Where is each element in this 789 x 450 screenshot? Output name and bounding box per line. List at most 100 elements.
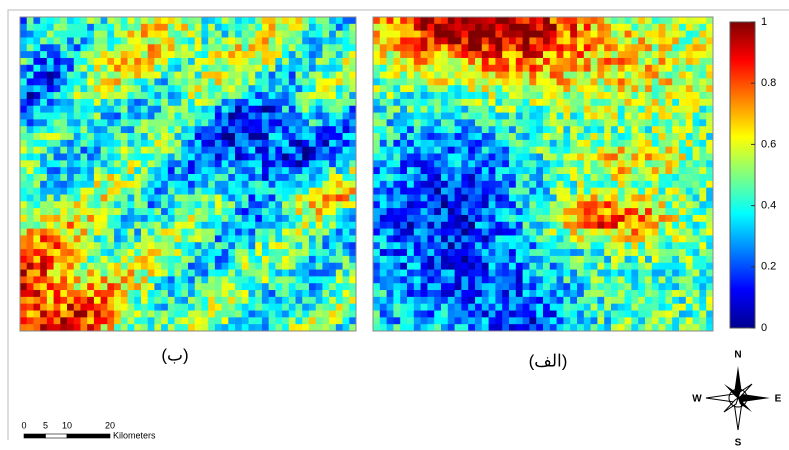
raster-cell xyxy=(386,57,394,66)
raster-cell xyxy=(114,139,122,148)
raster-cell xyxy=(645,228,653,236)
raster-cell xyxy=(154,85,162,93)
raster-cell xyxy=(692,255,700,264)
raster-cell xyxy=(556,235,564,243)
raster-cell xyxy=(228,174,236,182)
raster-cell xyxy=(638,57,646,66)
raster-cell xyxy=(427,17,435,25)
raster-cell xyxy=(420,98,428,107)
raster-cell xyxy=(181,201,189,209)
raster-cell xyxy=(248,208,256,216)
raster-cell xyxy=(282,290,290,298)
raster-cell xyxy=(73,201,81,209)
raster-cell xyxy=(461,174,469,182)
raster-cell xyxy=(536,71,544,79)
raster-cell xyxy=(481,174,489,182)
raster-cell xyxy=(624,201,632,209)
raster-cell xyxy=(194,119,202,127)
raster-cell xyxy=(154,180,162,189)
raster-cell xyxy=(161,146,169,154)
raster-cell xyxy=(597,37,605,45)
raster-cell xyxy=(107,126,115,134)
raster-cell xyxy=(413,235,421,243)
raster-cell xyxy=(248,51,256,59)
raster-cell xyxy=(100,221,108,230)
raster-cell xyxy=(583,269,591,277)
raster-cell xyxy=(241,146,249,154)
raster-cell xyxy=(549,303,557,311)
raster-cell xyxy=(322,153,330,161)
raster-cell xyxy=(617,167,625,175)
raster-cell xyxy=(672,17,680,25)
raster-cell xyxy=(692,119,700,127)
raster-cell xyxy=(67,317,75,325)
raster-cell xyxy=(597,44,605,52)
raster-cell xyxy=(685,146,693,154)
raster-cell xyxy=(342,139,350,148)
raster-cell xyxy=(672,44,680,52)
raster-cell xyxy=(502,57,510,66)
raster-cell xyxy=(699,23,707,32)
raster-cell xyxy=(33,44,41,52)
raster-cell xyxy=(536,105,544,113)
raster-cell xyxy=(543,255,551,264)
raster-cell xyxy=(80,235,88,243)
raster-cell xyxy=(147,187,155,195)
raster-cell xyxy=(20,214,28,223)
raster-cell xyxy=(407,153,415,161)
raster-cell xyxy=(570,180,578,189)
raster-cell xyxy=(386,126,394,134)
raster-cell xyxy=(590,242,598,250)
raster-cell xyxy=(515,187,523,195)
raster-cell xyxy=(481,317,489,325)
raster-cell xyxy=(120,214,128,223)
raster-cell xyxy=(427,194,435,202)
raster-cell xyxy=(60,276,68,284)
raster-cell xyxy=(549,126,557,134)
raster-cell xyxy=(221,139,229,148)
raster-cell xyxy=(658,180,666,189)
raster-cell xyxy=(167,160,175,168)
raster-cell xyxy=(174,64,182,73)
raster-cell xyxy=(570,174,578,182)
raster-cell xyxy=(120,71,128,79)
raster-cell xyxy=(502,160,510,168)
raster-cell xyxy=(53,276,61,284)
raster-cell xyxy=(672,290,680,298)
raster-cell xyxy=(67,174,75,182)
raster-cell xyxy=(420,310,428,318)
raster-cell xyxy=(468,221,476,230)
raster-cell xyxy=(386,228,394,236)
raster-cell xyxy=(400,71,408,79)
raster-cell xyxy=(468,44,476,52)
raster-cell xyxy=(706,112,714,120)
raster-cell xyxy=(161,133,169,141)
raster-cell xyxy=(335,180,343,189)
raster-cell xyxy=(638,249,646,257)
raster-cell xyxy=(468,37,476,45)
raster-cell xyxy=(515,78,523,86)
raster-cell xyxy=(221,255,229,264)
raster-cell xyxy=(706,276,714,284)
raster-cell xyxy=(100,317,108,325)
raster-cell xyxy=(188,174,196,182)
raster-cell xyxy=(495,208,503,216)
raster-cell xyxy=(468,201,476,209)
raster-cell xyxy=(475,153,483,161)
raster-cell xyxy=(577,235,585,243)
raster-cell xyxy=(495,146,503,154)
raster-cell xyxy=(302,283,310,291)
raster-cell xyxy=(255,112,263,120)
raster-cell xyxy=(87,85,95,93)
raster-cell xyxy=(53,262,61,270)
raster-cell xyxy=(529,119,537,127)
raster-cell xyxy=(248,44,256,52)
raster-cell xyxy=(413,167,421,175)
raster-cell xyxy=(685,23,693,32)
raster-cell xyxy=(26,37,34,45)
raster-cell xyxy=(261,64,270,73)
raster-cell xyxy=(248,214,256,223)
raster-cell xyxy=(577,221,585,230)
raster-cell xyxy=(60,105,68,113)
raster-cell xyxy=(373,51,381,59)
